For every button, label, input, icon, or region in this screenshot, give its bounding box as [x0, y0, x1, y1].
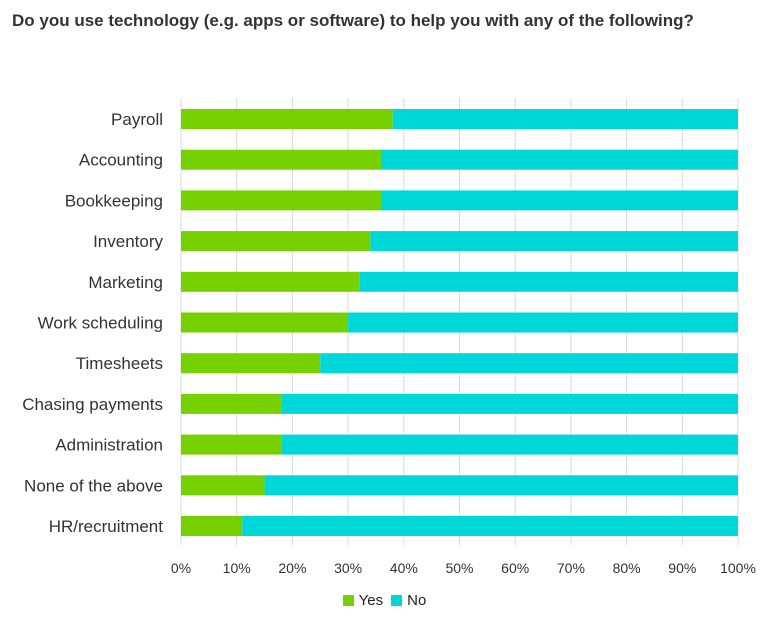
bar-no [359, 271, 738, 292]
x-tick-label: 60% [501, 560, 529, 576]
x-tick-label: 100% [720, 560, 756, 576]
bar-yes [181, 393, 282, 414]
bar-yes [181, 109, 393, 129]
bar-yes [181, 271, 360, 292]
bar-yes [181, 516, 243, 536]
bar-yes [181, 475, 265, 496]
category-label: Work scheduling [38, 314, 163, 333]
legend-label-yes: Yes [358, 592, 384, 609]
x-tick-label: 40% [390, 560, 418, 576]
category-label: Timesheets [76, 354, 163, 373]
bar-no [264, 475, 738, 496]
legend: Yes No [0, 592, 769, 609]
bar-no [281, 393, 738, 414]
bar-yes [181, 190, 382, 211]
bar-yes [181, 231, 371, 252]
category-label: Accounting [79, 151, 163, 170]
category-label: Payroll [111, 110, 163, 129]
x-tick-label: 0% [171, 560, 191, 576]
bar-no [392, 109, 738, 129]
bar-no [320, 353, 738, 374]
category-label: Marketing [88, 273, 163, 292]
category-label: Chasing payments [22, 395, 163, 414]
x-tick-label: 30% [334, 560, 362, 576]
category-label: None of the above [24, 476, 163, 495]
x-tick-label: 20% [278, 560, 306, 576]
bar-no [370, 231, 738, 252]
bar-no [381, 190, 738, 211]
bar-yes [181, 353, 321, 374]
category-label: Bookkeeping [65, 191, 163, 210]
x-tick-label: 10% [223, 560, 251, 576]
legend-swatch-no [391, 595, 403, 606]
bar-no [281, 434, 738, 455]
bar-no [242, 516, 738, 536]
bar-yes [181, 312, 349, 333]
category-label: Inventory [93, 232, 163, 251]
legend-item-no: No [391, 592, 426, 609]
bar-no [381, 149, 738, 170]
legend-swatch-yes [342, 595, 354, 606]
bar-yes [181, 434, 282, 455]
x-tick-label: 70% [557, 560, 585, 576]
bar-yes [181, 149, 382, 170]
category-label: Administration [55, 436, 163, 455]
bar-no [348, 312, 738, 333]
x-tick-label: 90% [668, 560, 696, 576]
category-label: HR/recruitment [49, 517, 164, 536]
chart-title: Do you use technology (e.g. apps or soft… [12, 11, 694, 30]
x-tick-label: 80% [613, 560, 641, 576]
x-tick-label: 50% [445, 560, 473, 576]
legend-label-no: No [407, 592, 427, 609]
legend-item-yes: Yes [342, 592, 384, 609]
